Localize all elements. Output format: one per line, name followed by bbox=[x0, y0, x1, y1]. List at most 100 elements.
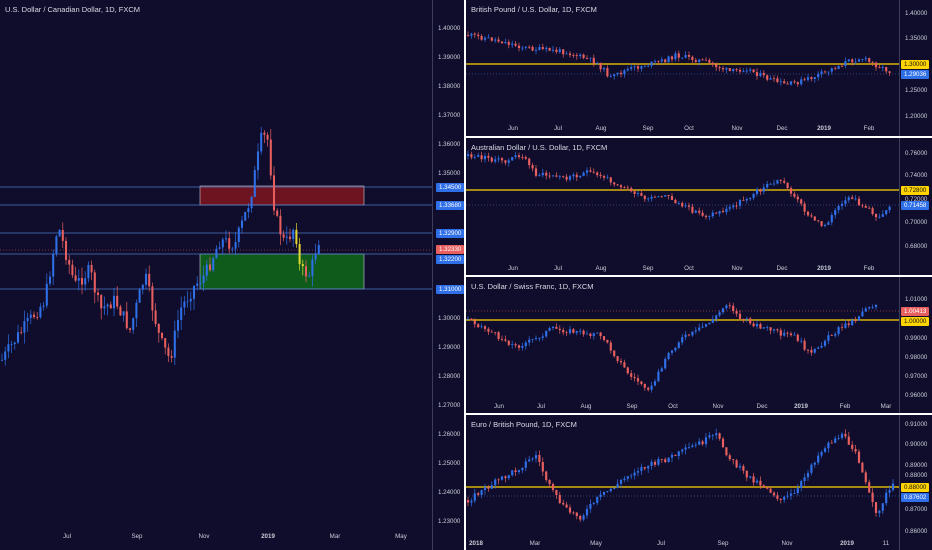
price-axis-audusd[interactable] bbox=[899, 138, 900, 275]
candle-body bbox=[861, 311, 864, 317]
candle-body bbox=[93, 272, 96, 293]
candle-body bbox=[766, 327, 769, 329]
candle-body bbox=[186, 301, 189, 303]
price-label: 0.68000 bbox=[905, 243, 928, 250]
candle-body bbox=[888, 490, 891, 493]
candle-body bbox=[806, 349, 810, 351]
chart-panel-usdcad[interactable]: U.S. Dollar / Canadian Dollar, 1D, FXCM … bbox=[0, 0, 464, 550]
candle-body bbox=[823, 448, 827, 452]
candle-body bbox=[817, 347, 820, 349]
price-axis-eurgbp[interactable] bbox=[899, 415, 900, 550]
candle-body bbox=[599, 332, 602, 337]
candle-body bbox=[531, 46, 534, 51]
candle-body bbox=[170, 355, 173, 358]
chart-panel-audusd[interactable]: Australian Dollar / U.S. Dollar, 1D, FXC… bbox=[466, 138, 932, 275]
candle-body bbox=[888, 71, 891, 73]
price-label: 0.74000 bbox=[905, 172, 928, 179]
candle-body bbox=[4, 351, 7, 360]
candle-body bbox=[531, 458, 534, 460]
time-label: Sep bbox=[642, 125, 654, 132]
candle-body bbox=[752, 476, 755, 483]
candle-body bbox=[568, 507, 572, 513]
candle-body bbox=[555, 489, 558, 495]
candle-body bbox=[10, 343, 13, 345]
candle-body bbox=[599, 494, 602, 497]
candle-body bbox=[551, 175, 555, 177]
candle-body bbox=[878, 67, 881, 69]
candle-body bbox=[796, 487, 799, 494]
candle-body bbox=[511, 470, 514, 476]
candle-body bbox=[823, 224, 827, 226]
candle-body bbox=[677, 53, 680, 58]
candle-body bbox=[480, 155, 483, 160]
candle-body bbox=[674, 347, 677, 351]
candle-body bbox=[664, 59, 667, 63]
candle-body bbox=[742, 70, 745, 72]
candle-body bbox=[0, 359, 4, 361]
chart-panel-eurgbp[interactable]: Euro / British Pound, 1D, FXCM 0.91000 0… bbox=[466, 415, 932, 550]
candle-body bbox=[497, 479, 500, 481]
time-label: Sep bbox=[717, 540, 729, 547]
candle-body bbox=[288, 236, 292, 240]
candle-body bbox=[657, 371, 660, 382]
candle-body bbox=[888, 206, 891, 211]
chart-panel-usdchf[interactable]: U.S. Dollar / Swiss Franc, 1D, FXCM 1.01… bbox=[466, 277, 932, 413]
candle-body bbox=[596, 332, 599, 334]
price-badge-resistance: 0.72800 bbox=[901, 186, 930, 195]
candle-body bbox=[769, 183, 772, 185]
candle-body bbox=[755, 323, 759, 327]
candle-body bbox=[698, 327, 701, 331]
candle-body bbox=[39, 306, 42, 318]
candle-body bbox=[793, 334, 796, 336]
candle-body bbox=[623, 478, 626, 481]
candle-body bbox=[534, 49, 538, 51]
candle-body bbox=[466, 154, 470, 156]
candle-body bbox=[20, 332, 23, 334]
candle-body bbox=[803, 340, 806, 350]
candle-body bbox=[796, 196, 799, 200]
candle-body bbox=[551, 483, 555, 490]
candle-body bbox=[141, 284, 144, 290]
time-label: Dec bbox=[776, 265, 788, 272]
candle-body bbox=[507, 160, 510, 163]
candle-body bbox=[555, 175, 558, 177]
candle-body bbox=[606, 339, 609, 343]
candle-body bbox=[636, 471, 640, 473]
candle-body bbox=[602, 336, 606, 340]
candle-body bbox=[786, 495, 789, 497]
candle-body bbox=[783, 496, 786, 500]
candle-body bbox=[874, 304, 878, 308]
chart-panel-gbpusd[interactable]: British Pound / U.S. Dollar, 1D, FXCM 1.… bbox=[466, 0, 932, 136]
candle-body bbox=[183, 301, 186, 308]
candle-body bbox=[534, 168, 538, 176]
candle-body bbox=[691, 331, 694, 336]
buy-zone[interactable] bbox=[199, 253, 365, 290]
price-label: 1.24000 bbox=[438, 489, 461, 496]
candle-body bbox=[684, 54, 687, 58]
candle-body bbox=[834, 438, 837, 443]
time-label: 2019 bbox=[794, 403, 808, 410]
candle-body bbox=[776, 180, 779, 184]
candle-body bbox=[497, 158, 500, 160]
time-label: Dec bbox=[776, 125, 788, 132]
chart-title-gbpusd: British Pound / U.S. Dollar, 1D, FXCM bbox=[471, 5, 597, 14]
candle-body bbox=[851, 59, 854, 63]
candle-body bbox=[851, 444, 854, 449]
candle-body bbox=[871, 61, 874, 63]
candle-body bbox=[497, 332, 500, 339]
price-axis-usdchf[interactable] bbox=[899, 277, 900, 413]
price-axis-usdcad[interactable] bbox=[432, 0, 433, 550]
price-axis-gbpusd[interactable] bbox=[899, 0, 900, 136]
candle-body bbox=[745, 318, 748, 320]
candle-body bbox=[670, 454, 674, 458]
candle-body bbox=[562, 329, 565, 333]
candle-body bbox=[711, 62, 714, 65]
candle-body bbox=[572, 329, 575, 333]
candle-body bbox=[868, 482, 871, 493]
candle-body bbox=[551, 326, 555, 329]
sell-zone[interactable] bbox=[199, 185, 365, 206]
candle-body bbox=[538, 47, 541, 50]
candle-body bbox=[109, 304, 112, 309]
candle-body bbox=[96, 292, 100, 296]
candle-body bbox=[613, 350, 616, 357]
